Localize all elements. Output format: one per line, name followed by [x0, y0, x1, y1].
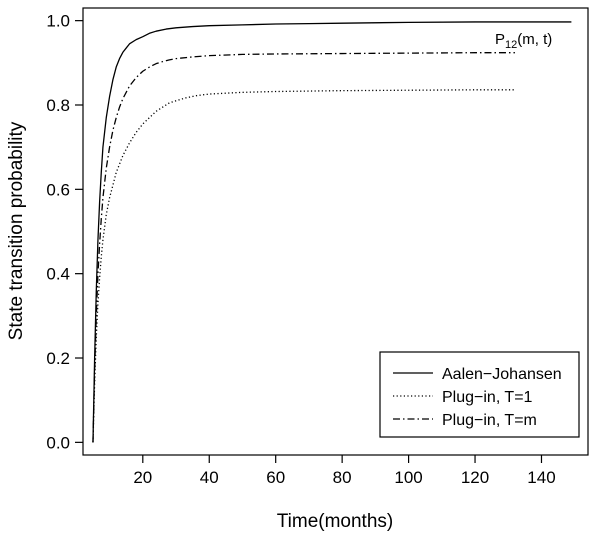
x-tick-label: 100 — [394, 468, 422, 487]
legend-box — [379, 351, 580, 438]
y-tick-label: 0.8 — [46, 96, 70, 115]
y-tick-label: 0.6 — [46, 180, 70, 199]
curve-annotation: P12(m, t) — [495, 31, 552, 51]
x-axis-label: Time(months) — [277, 511, 393, 532]
legend: Aalen−Johansen Plug−in, T=1 Plug−in, T=m — [379, 351, 580, 438]
x-tick-label: 80 — [333, 468, 352, 487]
annotation-base: P — [495, 31, 505, 48]
y-tick-label: 0.2 — [46, 349, 70, 368]
legend-label-plug-in-tm: Plug−in, T=m — [442, 412, 537, 429]
y-tick-label: 0.0 — [46, 433, 70, 452]
legend-label-aalen-johansen: Aalen−Johansen — [442, 366, 562, 383]
x-tick-label: 40 — [200, 468, 219, 487]
y-axis: 0.0 0.2 0.4 0.6 0.8 1.0 — [46, 12, 83, 452]
series-layer — [92, 21, 572, 443]
annotation-rest: (m, t) — [517, 31, 552, 48]
x-tick-label: 120 — [461, 468, 489, 487]
y-tick-label: 1.0 — [46, 12, 70, 31]
annotation-subscript: 12 — [505, 39, 517, 51]
y-tick-label: 0.4 — [46, 265, 70, 284]
legend-label-plug-in-t1: Plug−in, T=1 — [442, 389, 533, 406]
x-tick-label: 20 — [133, 468, 152, 487]
x-tick-label: 60 — [266, 468, 285, 487]
x-axis: 20 40 60 80 100 120 140 — [133, 455, 556, 487]
plot-area — [82, 7, 589, 456]
series-line-aalen-johansen — [92, 21, 572, 443]
plot-frame — [82, 7, 589, 456]
x-tick-label: 140 — [527, 468, 555, 487]
series-line-plug-in-t-m — [92, 52, 515, 443]
y-axis-label: State transition probability — [6, 121, 27, 340]
